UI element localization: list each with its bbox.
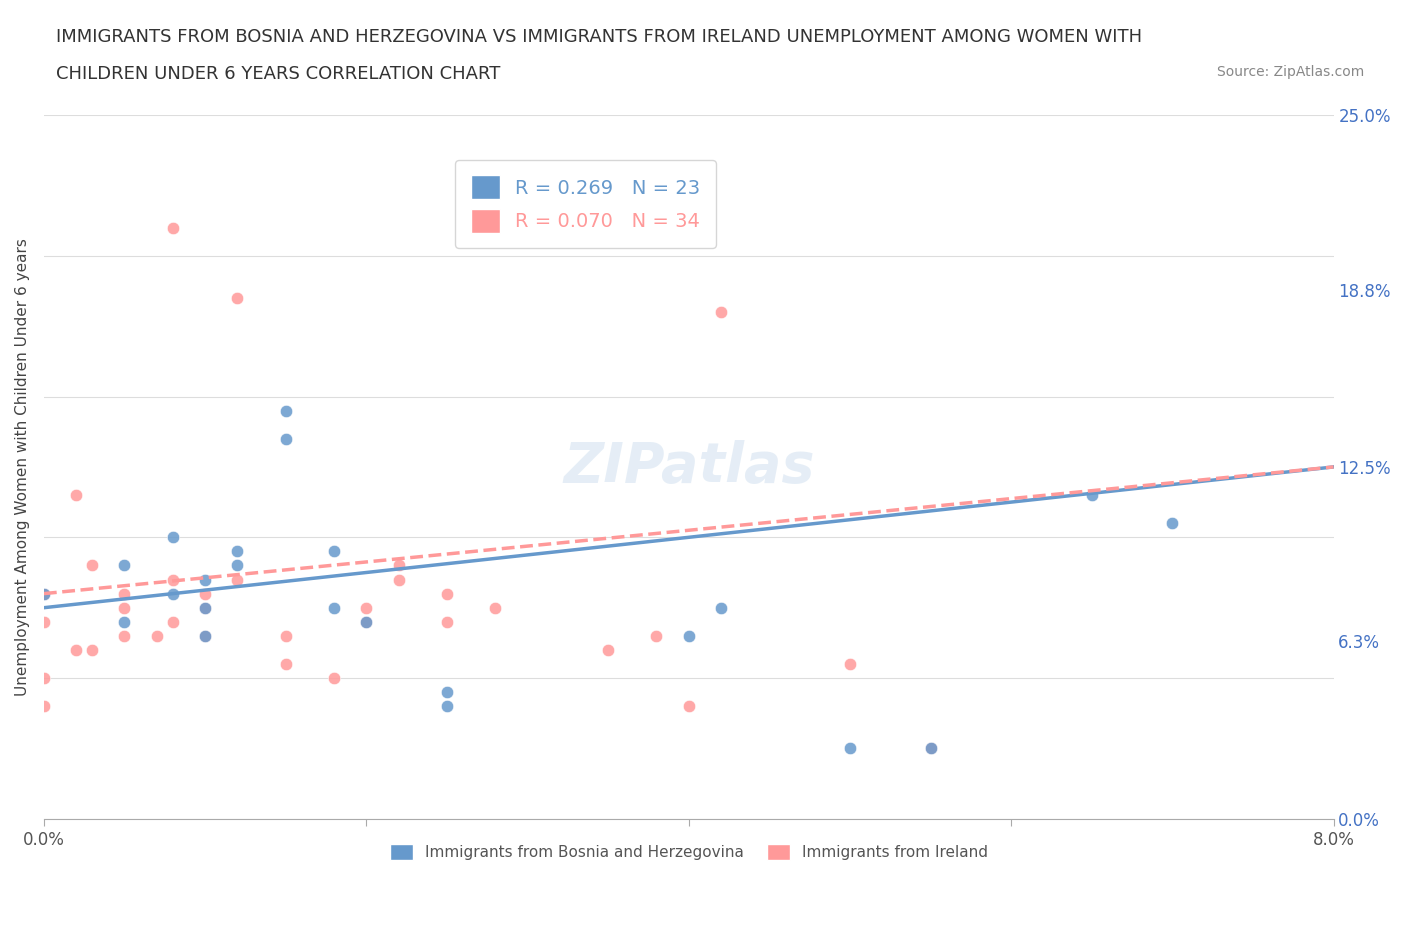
Point: [678, 629, 700, 644]
Point: [162, 586, 184, 601]
Point: [274, 432, 297, 446]
Point: [32, 671, 55, 685]
Point: [356, 615, 378, 630]
Point: [82, 643, 104, 658]
Point: [920, 741, 942, 756]
Point: [1080, 487, 1102, 502]
Point: [356, 615, 378, 630]
Point: [274, 657, 297, 671]
Point: [436, 615, 458, 630]
Point: [436, 684, 458, 699]
Y-axis label: Unemployment Among Women with Children Under 6 years: Unemployment Among Women with Children U…: [15, 238, 30, 696]
Point: [194, 600, 217, 615]
Point: [114, 615, 136, 630]
Point: [274, 404, 297, 418]
Point: [598, 643, 620, 658]
Point: [32, 698, 55, 713]
Point: [65, 487, 87, 502]
Point: [436, 698, 458, 713]
Point: [323, 544, 346, 559]
Point: [838, 741, 860, 756]
Point: [194, 572, 217, 587]
Point: [114, 558, 136, 573]
Point: [645, 629, 668, 644]
Point: [82, 558, 104, 573]
Point: [1161, 516, 1184, 531]
Point: [323, 671, 346, 685]
Point: [32, 586, 55, 601]
Point: [32, 586, 55, 601]
Point: [194, 600, 217, 615]
Point: [387, 572, 409, 587]
Text: IMMIGRANTS FROM BOSNIA AND HERZEGOVINA VS IMMIGRANTS FROM IRELAND UNEMPLOYMENT A: IMMIGRANTS FROM BOSNIA AND HERZEGOVINA V…: [56, 28, 1142, 46]
Point: [356, 600, 378, 615]
Point: [194, 586, 217, 601]
Text: ZIPatlas: ZIPatlas: [562, 440, 814, 494]
Point: [162, 220, 184, 235]
Point: [323, 600, 346, 615]
Point: [226, 544, 249, 559]
Point: [920, 741, 942, 756]
Point: [162, 572, 184, 587]
Point: [114, 586, 136, 601]
Point: [838, 657, 860, 671]
Point: [710, 305, 733, 320]
Point: [436, 586, 458, 601]
Point: [162, 615, 184, 630]
Point: [387, 558, 409, 573]
Text: Source: ZipAtlas.com: Source: ZipAtlas.com: [1216, 65, 1364, 79]
Point: [710, 600, 733, 615]
Point: [678, 698, 700, 713]
Point: [274, 629, 297, 644]
Point: [226, 290, 249, 305]
Point: [162, 530, 184, 545]
Point: [114, 629, 136, 644]
Point: [194, 629, 217, 644]
Point: [226, 572, 249, 587]
Text: CHILDREN UNDER 6 YEARS CORRELATION CHART: CHILDREN UNDER 6 YEARS CORRELATION CHART: [56, 65, 501, 83]
Point: [194, 629, 217, 644]
Point: [226, 558, 249, 573]
Point: [484, 600, 506, 615]
Point: [32, 615, 55, 630]
Point: [145, 629, 167, 644]
Legend: Immigrants from Bosnia and Herzegovina, Immigrants from Ireland: Immigrants from Bosnia and Herzegovina, …: [382, 836, 995, 868]
Point: [65, 643, 87, 658]
Point: [114, 600, 136, 615]
